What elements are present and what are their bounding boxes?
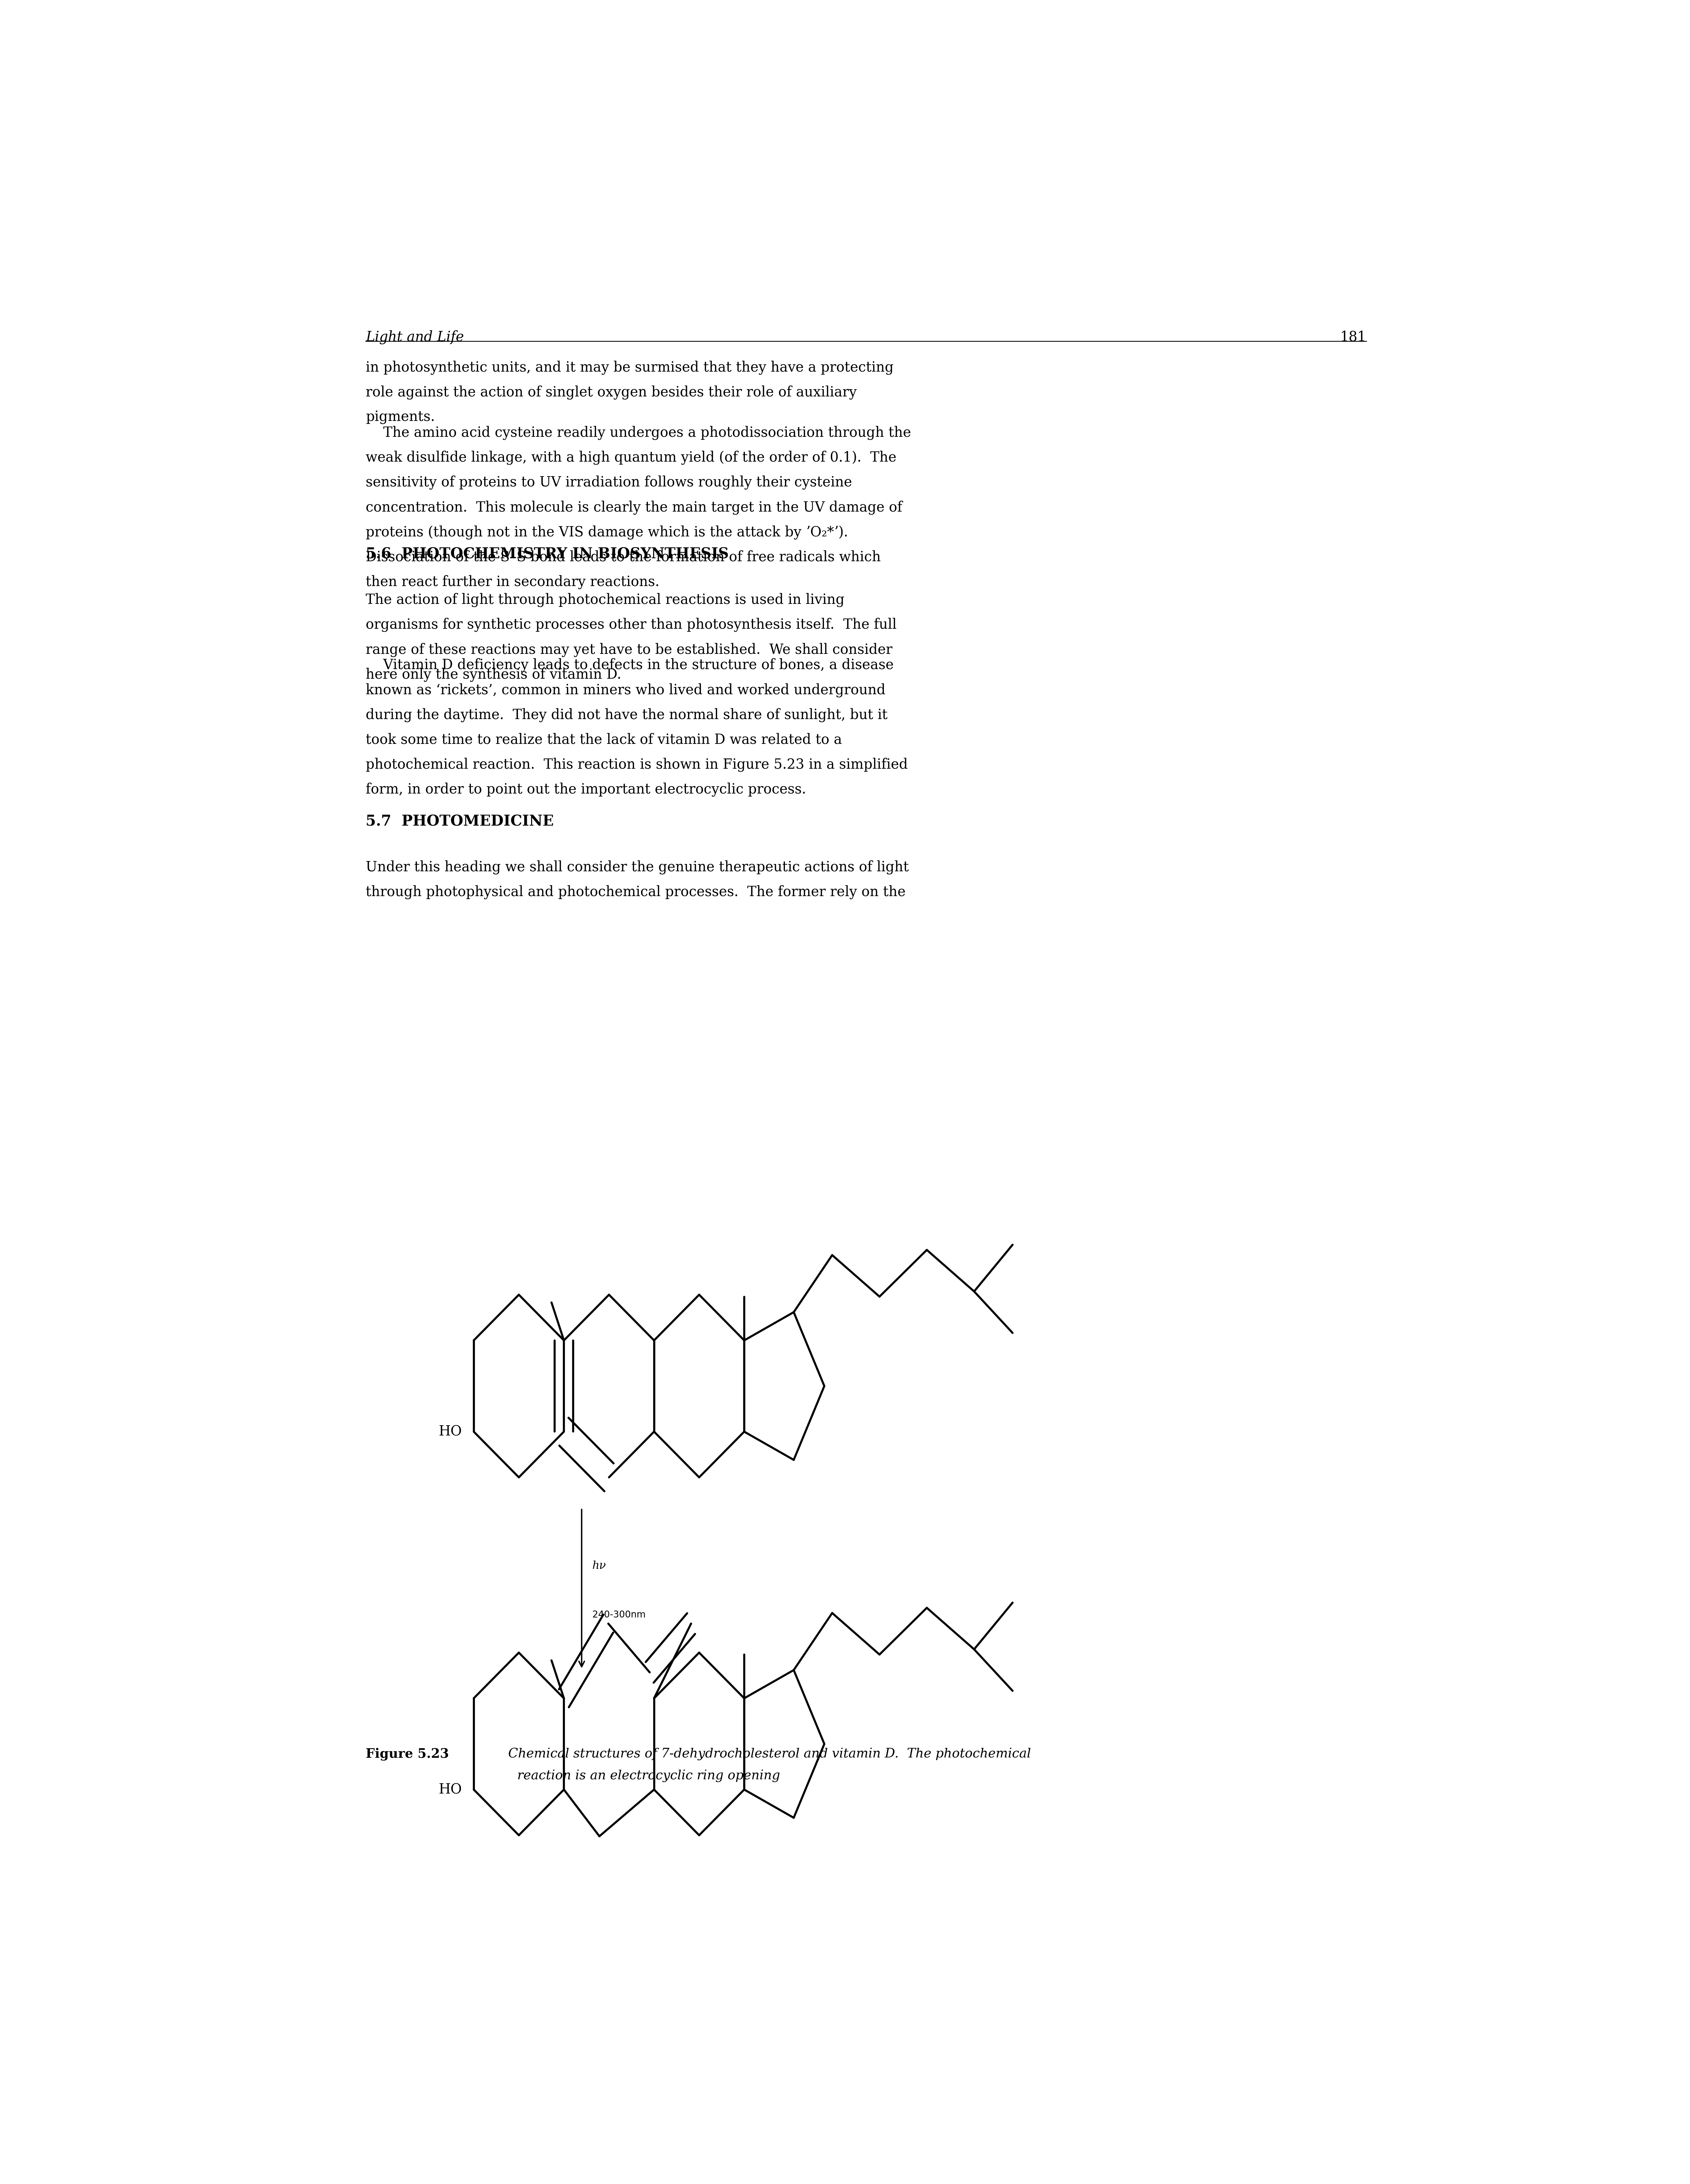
Text: Under this heading we shall consider the genuine therapeutic actions of light: Under this heading we shall consider the… [365, 860, 909, 874]
Text: 181: 181 [1340, 330, 1367, 345]
Text: in photosynthetic units, and it may be surmised that they have a protecting: in photosynthetic units, and it may be s… [365, 360, 894, 373]
Text: organisms for synthetic processes other than photosynthesis itself.  The full: organisms for synthetic processes other … [365, 618, 897, 631]
Text: here only the synthesis of vitamin D.: here only the synthesis of vitamin D. [365, 668, 622, 681]
Text: through photophysical and photochemical processes.  The former rely on the: through photophysical and photochemical … [365, 885, 906, 900]
Text: 240-300nm: 240-300nm [591, 1610, 646, 1618]
Text: role against the action of singlet oxygen besides their role of auxiliary: role against the action of singlet oxyge… [365, 384, 857, 400]
Text: Light and Life: Light and Life [365, 330, 465, 345]
Text: hν: hν [591, 1562, 607, 1570]
Text: 5.7  PHOTOMEDICINE: 5.7 PHOTOMEDICINE [365, 815, 554, 828]
Text: during the daytime.  They did not have the normal share of sunlight, but it: during the daytime. They did not have th… [365, 708, 887, 723]
Text: concentration.  This molecule is clearly the main target in the UV damage of: concentration. This molecule is clearly … [365, 500, 902, 515]
Text: The action of light through photochemical reactions is used in living: The action of light through photochemica… [365, 592, 845, 607]
Text: range of these reactions may yet have to be established.  We shall consider: range of these reactions may yet have to… [365, 642, 892, 657]
Text: Dissociation of the S–S bond leads to the formation of free radicals which: Dissociation of the S–S bond leads to th… [365, 550, 880, 563]
Text: took some time to realize that the lack of vitamin D was related to a: took some time to realize that the lack … [365, 734, 842, 747]
Text: reaction is an electrocyclic ring opening: reaction is an electrocyclic ring openin… [517, 1769, 781, 1782]
Text: The amino acid cysteine readily undergoes a photodissociation through the: The amino acid cysteine readily undergoe… [365, 426, 911, 439]
Text: HO: HO [439, 1424, 461, 1439]
Text: weak disulfide linkage, with a high quantum yield (of the order of 0.1).  The: weak disulfide linkage, with a high quan… [365, 450, 897, 465]
Text: 5.6  PHOTOCHEMISTRY IN BIOSYNTHESIS: 5.6 PHOTOCHEMISTRY IN BIOSYNTHESIS [365, 548, 728, 561]
Text: Vitamin D deficiency leads to defects in the structure of bones, a disease: Vitamin D deficiency leads to defects in… [365, 657, 894, 673]
Text: Figure 5.23: Figure 5.23 [365, 1747, 450, 1760]
Text: form, in order to point out the important electrocyclic process.: form, in order to point out the importan… [365, 782, 806, 797]
Text: pigments.: pigments. [365, 411, 434, 424]
Text: known as ‘rickets’, common in miners who lived and worked underground: known as ‘rickets’, common in miners who… [365, 684, 886, 697]
Text: HO: HO [439, 1782, 461, 1797]
Text: photochemical reaction.  This reaction is shown in Figure 5.23 in a simplified: photochemical reaction. This reaction is… [365, 758, 908, 771]
Text: then react further in secondary reactions.: then react further in secondary reaction… [365, 574, 659, 590]
Text: sensitivity of proteins to UV irradiation follows roughly their cysteine: sensitivity of proteins to UV irradiatio… [365, 476, 852, 489]
Text: Chemical structures of 7-dehydrocholesterol and vitamin D.  The photochemical: Chemical structures of 7-dehydrocholeste… [500, 1747, 1031, 1760]
Text: proteins (though not in the VIS damage which is the attack by ʼO₂*ʼ).: proteins (though not in the VIS damage w… [365, 526, 848, 539]
